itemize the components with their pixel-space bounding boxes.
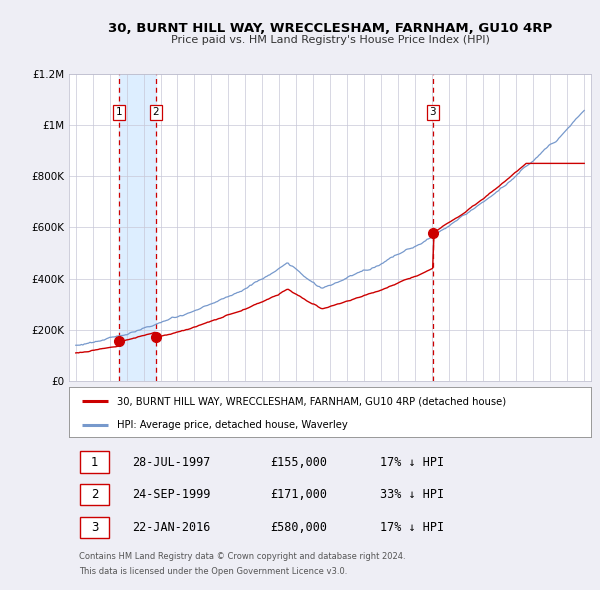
Text: 22-JAN-2016: 22-JAN-2016 xyxy=(131,521,210,534)
Bar xyxy=(119,74,156,381)
FancyBboxPatch shape xyxy=(80,484,109,505)
Text: 2: 2 xyxy=(91,488,98,501)
Text: 2: 2 xyxy=(152,107,159,117)
Text: 28-JUL-1997: 28-JUL-1997 xyxy=(131,455,210,468)
FancyBboxPatch shape xyxy=(80,517,109,538)
Text: Price paid vs. HM Land Registry's House Price Index (HPI): Price paid vs. HM Land Registry's House … xyxy=(170,35,490,45)
Text: 24-SEP-1999: 24-SEP-1999 xyxy=(131,488,210,501)
Text: 3: 3 xyxy=(430,107,436,117)
Text: This data is licensed under the Open Government Licence v3.0.: This data is licensed under the Open Gov… xyxy=(79,567,348,576)
Text: 1: 1 xyxy=(91,455,98,468)
FancyBboxPatch shape xyxy=(80,451,109,473)
Text: 30, BURNT HILL WAY, WRECCLESHAM, FARNHAM, GU10 4RP: 30, BURNT HILL WAY, WRECCLESHAM, FARNHAM… xyxy=(108,22,552,35)
Text: 17% ↓ HPI: 17% ↓ HPI xyxy=(380,521,444,534)
Text: £155,000: £155,000 xyxy=(270,455,327,468)
Text: 33% ↓ HPI: 33% ↓ HPI xyxy=(380,488,444,501)
Text: Contains HM Land Registry data © Crown copyright and database right 2024.: Contains HM Land Registry data © Crown c… xyxy=(79,552,406,560)
Text: 1: 1 xyxy=(116,107,122,117)
Text: 17% ↓ HPI: 17% ↓ HPI xyxy=(380,455,444,468)
Text: £171,000: £171,000 xyxy=(270,488,327,501)
Text: 3: 3 xyxy=(91,521,98,534)
Text: HPI: Average price, detached house, Waverley: HPI: Average price, detached house, Wave… xyxy=(117,420,348,430)
Text: £580,000: £580,000 xyxy=(270,521,327,534)
Text: 30, BURNT HILL WAY, WRECCLESHAM, FARNHAM, GU10 4RP (detached house): 30, BURNT HILL WAY, WRECCLESHAM, FARNHAM… xyxy=(117,396,506,407)
